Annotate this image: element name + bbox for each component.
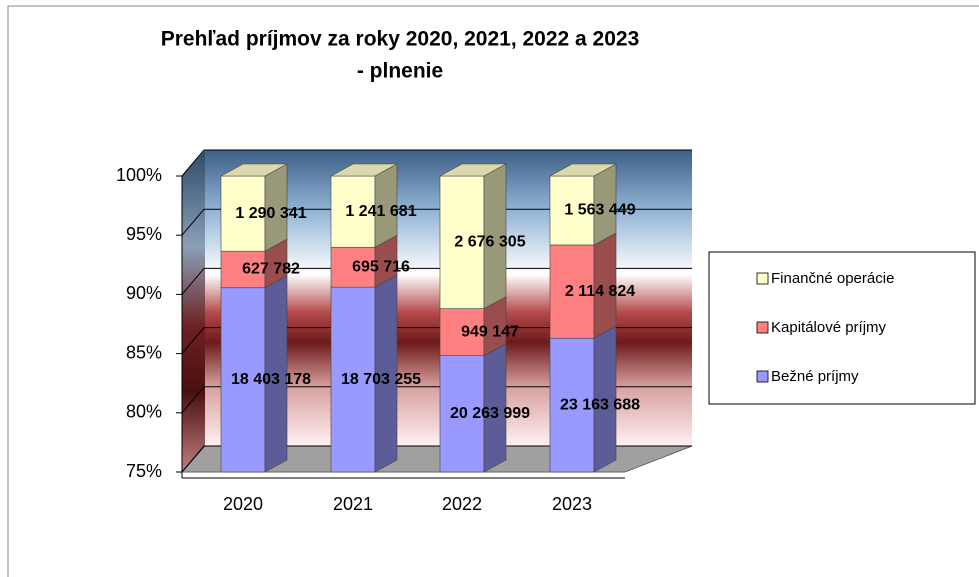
grid-line bbox=[181, 268, 205, 295]
chart-title: Prehľad príjmov za roky 2020, 2021, 2022… bbox=[161, 28, 640, 51]
legend-swatch bbox=[756, 370, 769, 383]
grid-line bbox=[181, 208, 205, 236]
data-label: 18 403 178 bbox=[231, 371, 311, 388]
data-label: 2 676 305 bbox=[454, 234, 525, 251]
legend-swatch bbox=[756, 321, 769, 334]
data-label: 627 782 bbox=[242, 261, 300, 278]
data-label: 1 290 341 bbox=[235, 205, 306, 222]
y-tick-label: 100% bbox=[116, 165, 162, 185]
legend-label: Kapitálové príjmy bbox=[771, 319, 887, 336]
bar-segment bbox=[220, 287, 266, 473]
data-label: 695 716 bbox=[352, 258, 410, 275]
side-wall bbox=[182, 150, 205, 472]
bar-segment bbox=[330, 175, 376, 248]
bar-segment bbox=[549, 175, 595, 246]
grid-line bbox=[181, 327, 205, 354]
legend-label: Finančné operácie bbox=[771, 270, 894, 287]
grid-line bbox=[181, 445, 205, 473]
x-tick-label: 2021 bbox=[333, 494, 373, 514]
data-label: 1 241 681 bbox=[345, 203, 416, 220]
x-tick-label: 2020 bbox=[223, 494, 263, 514]
bar-top bbox=[220, 163, 288, 177]
legend bbox=[708, 251, 976, 405]
y-tick-label: 85% bbox=[126, 342, 162, 362]
bar-segment bbox=[439, 175, 485, 309]
data-label: 23 163 688 bbox=[560, 396, 640, 413]
bar-top bbox=[439, 163, 507, 177]
bar-segment bbox=[549, 337, 595, 473]
grid-line bbox=[181, 149, 205, 177]
data-label: 18 703 255 bbox=[341, 371, 421, 388]
y-tick-label: 90% bbox=[126, 283, 162, 303]
chart-title: - plnenie bbox=[357, 60, 443, 83]
frame bbox=[7, 5, 979, 577]
bar-segment bbox=[549, 244, 595, 339]
bar-segment bbox=[220, 250, 266, 289]
bar-top bbox=[330, 163, 398, 177]
x-tick-label: 2022 bbox=[442, 494, 482, 514]
bar-segment bbox=[330, 246, 376, 288]
data-label: 949 147 bbox=[461, 323, 519, 340]
x-tick-label: 2023 bbox=[552, 494, 592, 514]
data-label: 1 563 449 bbox=[564, 202, 635, 219]
y-tick-label: 80% bbox=[126, 402, 162, 422]
data-label: 2 114 824 bbox=[565, 283, 635, 300]
y-tick-label: 75% bbox=[126, 461, 162, 481]
grid-line bbox=[181, 386, 205, 414]
bar-segment bbox=[330, 286, 376, 473]
y-tick-label: 95% bbox=[126, 224, 162, 244]
data-label: 20 263 999 bbox=[450, 405, 530, 422]
legend-swatch bbox=[756, 272, 769, 285]
bar-top bbox=[549, 163, 617, 177]
bar-segment bbox=[439, 355, 485, 473]
legend-label: Bežné príjmy bbox=[771, 368, 859, 385]
